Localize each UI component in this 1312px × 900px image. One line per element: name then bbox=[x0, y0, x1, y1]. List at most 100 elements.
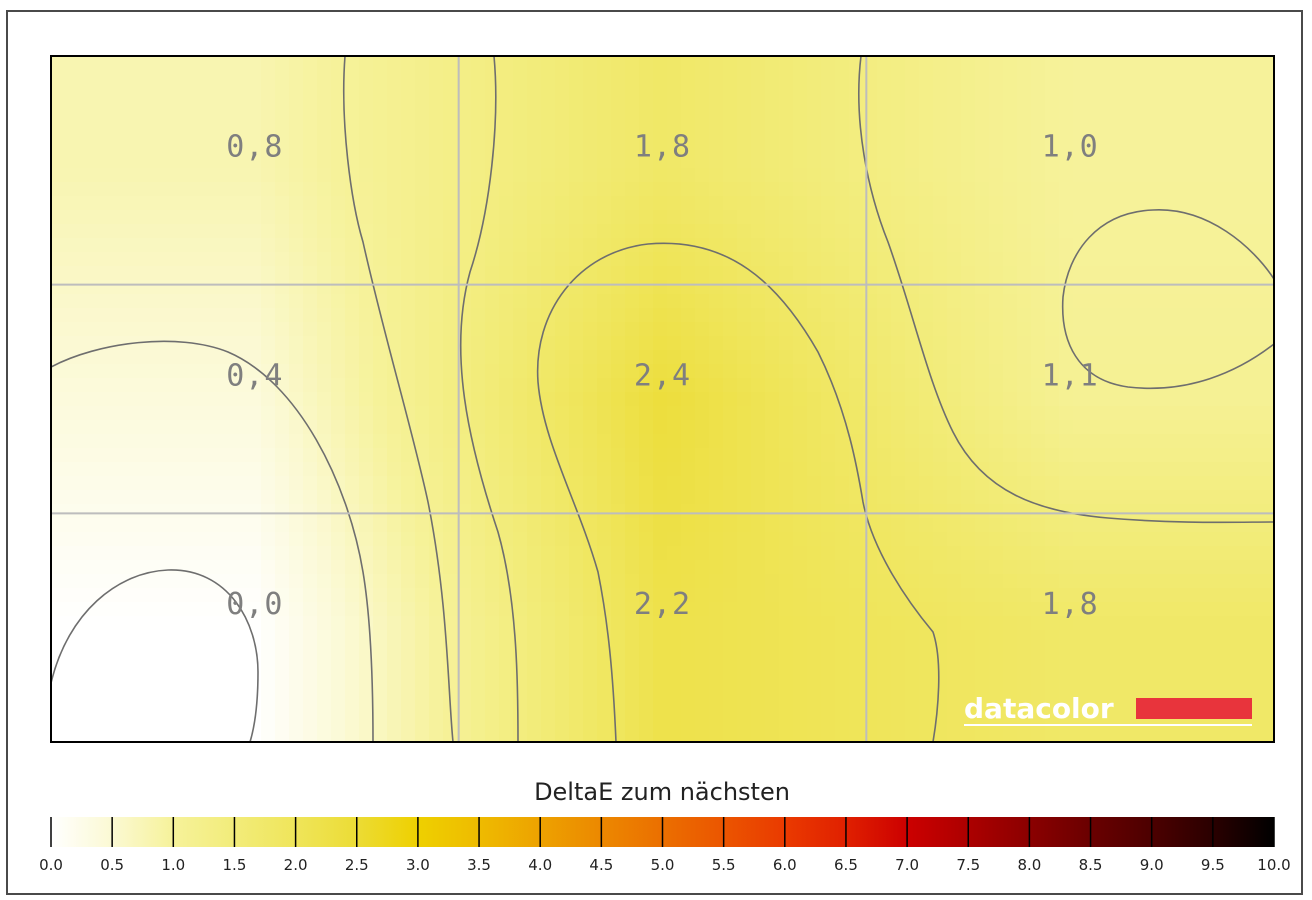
heatmap-tile bbox=[373, 224, 388, 239]
heatmap-tile bbox=[835, 574, 850, 589]
heatmap-tile bbox=[275, 182, 290, 197]
heatmap-tile bbox=[1241, 728, 1256, 742]
heatmap-tile bbox=[121, 546, 136, 561]
heatmap-tile bbox=[107, 210, 122, 225]
heatmap-tile bbox=[107, 126, 122, 141]
heatmap-tile bbox=[625, 504, 640, 519]
heatmap-tile bbox=[737, 518, 752, 533]
heatmap-tile bbox=[499, 210, 514, 225]
heatmap-tile bbox=[807, 126, 822, 141]
heatmap-tile bbox=[877, 266, 892, 281]
heatmap-tile bbox=[695, 434, 710, 449]
heatmap-tile bbox=[1031, 378, 1046, 393]
heatmap-tile bbox=[1003, 546, 1018, 561]
heatmap-tile bbox=[149, 546, 164, 561]
heatmap-tile bbox=[821, 392, 836, 407]
heatmap-tile bbox=[457, 378, 472, 393]
heatmap-tile bbox=[93, 140, 108, 155]
heatmap-tile bbox=[457, 476, 472, 491]
heatmap-tile bbox=[373, 700, 388, 715]
heatmap-tile bbox=[471, 84, 486, 99]
heatmap-tile bbox=[835, 714, 850, 729]
heatmap-tile bbox=[639, 154, 654, 169]
heatmap-tile bbox=[107, 238, 122, 253]
heatmap-tile bbox=[779, 574, 794, 589]
heatmap-tile bbox=[303, 112, 318, 127]
heatmap-tile bbox=[345, 672, 360, 687]
heatmap-tile bbox=[387, 140, 402, 155]
heatmap-tile bbox=[275, 98, 290, 113]
heatmap-tile bbox=[1087, 700, 1102, 715]
heatmap-tile bbox=[1199, 504, 1214, 519]
heatmap-tile bbox=[499, 336, 514, 351]
heatmap-tile bbox=[863, 476, 878, 491]
heatmap-tile bbox=[1171, 168, 1186, 183]
colorbar-tick-label: 6.5 bbox=[834, 856, 858, 874]
heatmap-tile bbox=[611, 182, 626, 197]
heatmap-tile bbox=[541, 728, 556, 742]
heatmap-tile bbox=[821, 728, 836, 742]
heatmap-tile bbox=[1269, 210, 1274, 225]
heatmap-tile bbox=[359, 70, 374, 85]
heatmap-tile bbox=[1227, 448, 1242, 463]
heatmap-tile bbox=[471, 602, 486, 617]
heatmap-tile bbox=[933, 196, 948, 211]
heatmap-tile bbox=[317, 350, 332, 365]
heatmap-tile bbox=[289, 112, 304, 127]
heatmap-tile bbox=[975, 224, 990, 239]
heatmap-tile bbox=[93, 112, 108, 127]
heatmap-tile bbox=[121, 98, 136, 113]
heatmap-tile bbox=[345, 644, 360, 659]
heatmap-tile bbox=[1199, 196, 1214, 211]
heatmap-tile bbox=[849, 700, 864, 715]
heatmap-tile bbox=[611, 630, 626, 645]
heatmap-tile bbox=[1171, 546, 1186, 561]
heatmap-tile bbox=[1143, 182, 1158, 197]
heatmap-tile bbox=[1101, 126, 1116, 141]
heatmap-tile bbox=[51, 532, 66, 547]
heatmap-tile bbox=[1199, 518, 1214, 533]
heatmap-tile bbox=[401, 700, 416, 715]
heatmap-tile bbox=[191, 630, 206, 645]
heatmap-tile bbox=[1003, 448, 1018, 463]
heatmap-tile bbox=[891, 420, 906, 435]
heatmap-tile bbox=[51, 434, 66, 449]
heatmap-tile bbox=[737, 392, 752, 407]
heatmap-tile bbox=[373, 504, 388, 519]
heatmap-tile bbox=[807, 672, 822, 687]
heatmap-tile bbox=[1143, 644, 1158, 659]
heatmap-tile bbox=[1031, 392, 1046, 407]
heatmap-tile bbox=[975, 210, 990, 225]
heatmap-tile bbox=[821, 420, 836, 435]
heatmap-tile bbox=[947, 518, 962, 533]
heatmap-tile bbox=[821, 126, 836, 141]
heatmap-tile bbox=[597, 546, 612, 561]
heatmap-tile bbox=[975, 98, 990, 113]
heatmap-tile bbox=[527, 280, 542, 295]
heatmap-tile bbox=[499, 294, 514, 309]
heatmap-tile bbox=[1003, 658, 1018, 673]
heatmap-tile bbox=[191, 280, 206, 295]
heatmap-tile bbox=[891, 546, 906, 561]
heatmap-tile bbox=[1087, 630, 1102, 645]
heatmap-tile bbox=[807, 252, 822, 267]
heatmap-tile bbox=[835, 490, 850, 505]
heatmap-tile bbox=[1199, 406, 1214, 421]
heatmap-tile bbox=[877, 686, 892, 701]
heatmap-tile bbox=[79, 630, 94, 645]
heatmap-tile bbox=[205, 672, 220, 687]
heatmap-tile bbox=[1059, 98, 1074, 113]
heatmap-tile bbox=[877, 336, 892, 351]
heatmap-tile bbox=[135, 56, 150, 71]
heatmap-tile bbox=[1227, 252, 1242, 267]
heatmap-tile bbox=[1129, 588, 1144, 603]
heatmap-tile bbox=[1171, 70, 1186, 85]
heatmap-tile bbox=[961, 280, 976, 295]
heatmap-tile bbox=[541, 70, 556, 85]
heatmap-tile bbox=[793, 476, 808, 491]
heatmap-tile bbox=[415, 672, 430, 687]
heatmap-tile bbox=[261, 140, 276, 155]
heatmap-tile bbox=[373, 476, 388, 491]
heatmap-tile bbox=[1213, 546, 1228, 561]
heatmap-tile bbox=[261, 322, 276, 337]
